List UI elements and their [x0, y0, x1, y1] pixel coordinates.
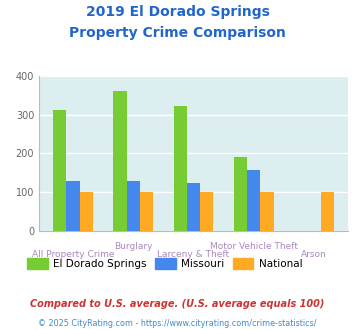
Bar — [127, 181, 140, 231]
Bar — [174, 106, 187, 231]
Legend: El Dorado Springs, Missouri, National: El Dorado Springs, Missouri, National — [23, 254, 306, 274]
Bar — [53, 110, 66, 231]
Bar — [113, 91, 127, 231]
Bar — [200, 192, 213, 231]
Bar — [234, 157, 247, 231]
Text: Arson: Arson — [301, 249, 327, 259]
Text: Burglary: Burglary — [114, 242, 153, 251]
Text: All Property Crime: All Property Crime — [32, 249, 114, 259]
Text: © 2025 CityRating.com - https://www.cityrating.com/crime-statistics/: © 2025 CityRating.com - https://www.city… — [38, 319, 317, 328]
Text: 2019 El Dorado Springs: 2019 El Dorado Springs — [86, 5, 269, 19]
Bar — [66, 182, 80, 231]
Text: Larceny & Theft: Larceny & Theft — [157, 249, 230, 259]
Bar — [187, 183, 200, 231]
Text: Motor Vehicle Theft: Motor Vehicle Theft — [210, 242, 298, 251]
Bar — [260, 192, 274, 231]
Text: Property Crime Comparison: Property Crime Comparison — [69, 26, 286, 40]
Bar — [80, 192, 93, 231]
Text: Compared to U.S. average. (U.S. average equals 100): Compared to U.S. average. (U.S. average … — [30, 299, 325, 309]
Bar — [321, 192, 334, 231]
Bar — [140, 192, 153, 231]
Bar — [247, 170, 260, 231]
